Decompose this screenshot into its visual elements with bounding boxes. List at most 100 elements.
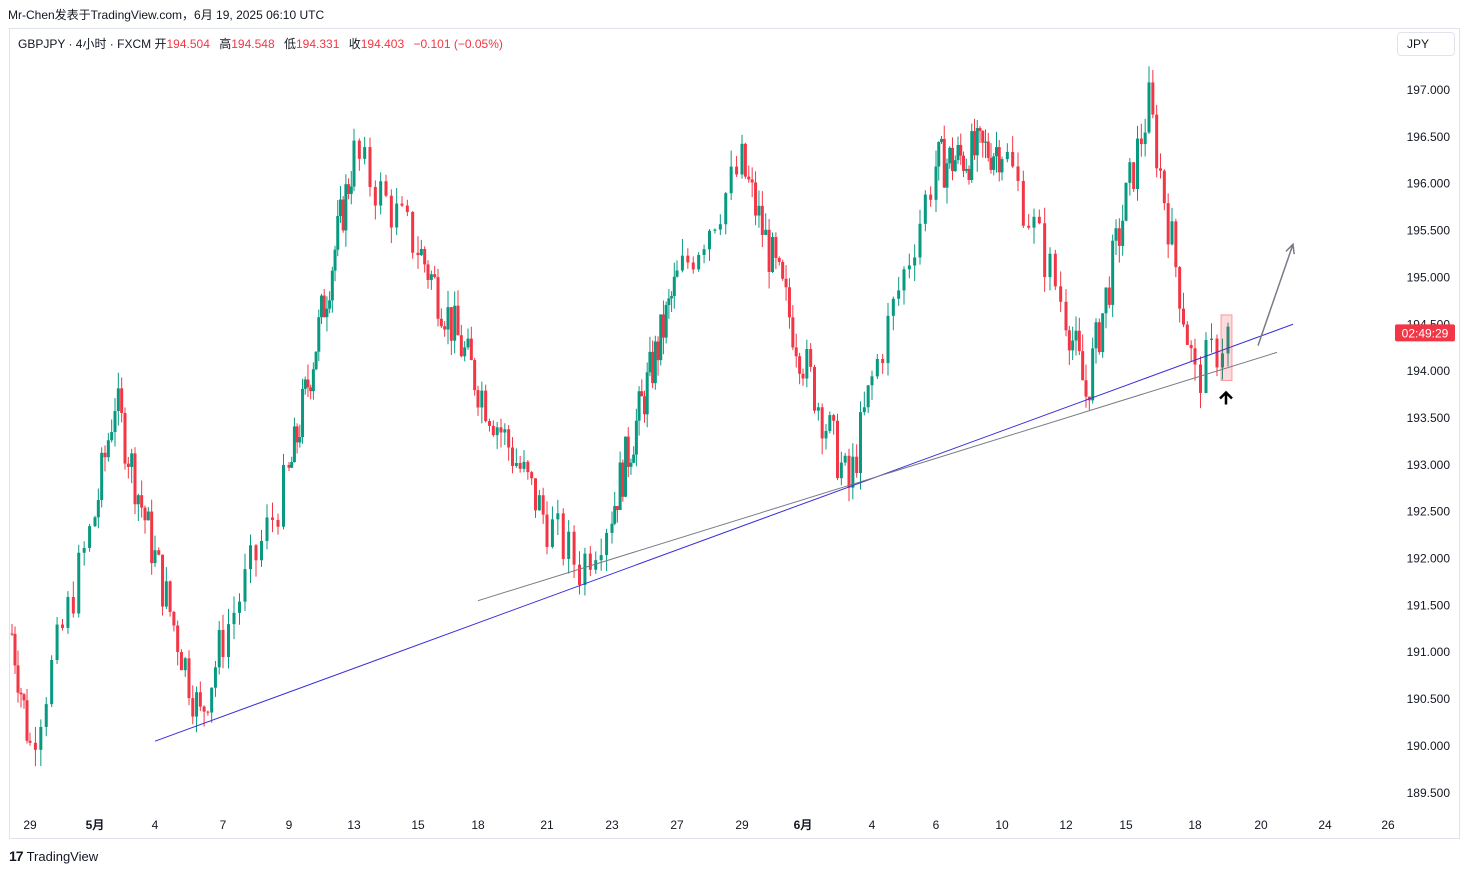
currency-button[interactable]: JPY [1397,32,1455,56]
candle-body [859,412,862,474]
candle-body [556,513,560,520]
candle-body [588,553,592,570]
candle-body [373,186,377,206]
candle-body [13,633,17,666]
candle-body [1074,330,1078,341]
candle-body [1067,330,1071,351]
candle-body [801,373,805,379]
candle-body [338,199,342,216]
candle-body [113,411,117,433]
candle-body [1185,324,1189,345]
tradingview-logo[interactable]: 17 TradingView [9,848,98,864]
symbol-line[interactable]: GBPJPY · 4小时 · FXCM [18,37,152,51]
candle-body [881,358,885,364]
candle-body [583,553,587,585]
candle-body [61,624,64,628]
candle-body [843,455,847,463]
candle-body [491,425,495,436]
candle-body [891,298,895,316]
price-tick-label: 197.000 [1407,83,1451,97]
price-tick-label: 196.000 [1407,177,1451,191]
candle-body [227,624,230,658]
candle-body [473,360,477,391]
candle-body [238,601,241,613]
candle-body [436,277,440,319]
trendline-main [154,323,1294,742]
candle-body [691,262,695,270]
candle-body [33,742,37,750]
candle-body [918,223,922,258]
price-axis: 197.000196.500196.000195.500195.000194.5… [1395,83,1455,800]
time-tick-label: 4 [869,818,876,832]
candle-body [1005,151,1009,160]
candle-body [495,427,499,436]
candle-body [855,456,859,474]
time-tick-label: 20 [1254,818,1268,832]
candle-body [466,338,470,348]
candle-body [948,147,952,164]
candle-body [213,667,217,688]
candle-body [962,155,965,171]
price-tick-label: 189.500 [1407,786,1451,800]
candle-body [1043,223,1047,278]
candle-body [621,462,625,497]
candle-body [615,506,619,511]
candle-body [791,317,795,348]
candle-body [368,147,372,187]
candle-body [594,560,598,570]
candle-body [19,692,23,695]
candle-body [754,182,758,216]
candle-body [1032,216,1036,228]
candle-body [232,612,236,625]
candle-body [103,452,107,458]
candle-body [416,252,420,256]
candle-body [143,507,147,521]
candle-body [93,517,97,527]
time-tick-label: 18 [471,818,485,832]
candle-body [499,427,503,433]
candle-body [1107,287,1111,305]
chart-frame [9,28,1460,839]
candle-body [967,168,971,180]
candle-body [146,511,150,521]
candle-body [757,205,761,216]
candle-body [507,429,511,448]
time-tick-label: 18 [1188,818,1202,832]
time-tick-label: 6 [933,818,940,832]
candle-body [1189,344,1193,349]
candle-body [198,692,202,707]
candle-body [301,388,305,438]
candle-body [1091,348,1095,401]
candle-body [599,555,603,561]
candle-body [836,420,839,479]
candle-body [530,472,534,479]
candle-body [518,463,522,469]
candle-body [328,300,332,309]
time-tick-label: 23 [605,818,619,832]
candle-body [1117,228,1121,246]
candle-body [798,356,802,374]
low-label: 低 [283,37,296,51]
candle-body [784,278,788,288]
candle-body [913,257,917,266]
candle-body [907,265,911,270]
candle-body [183,658,187,671]
candle-body [624,436,628,497]
time-tick-label: 15 [411,818,425,832]
low-value: 194.331 [296,37,340,51]
candle-body [322,295,326,318]
candle-body [161,554,165,607]
brand-label: TradingView [26,848,99,864]
candle-body [254,545,258,561]
candle-body [221,629,225,658]
candle-body [1143,132,1147,145]
candle-body [405,205,409,212]
candle-body [1037,216,1041,224]
candle-body [984,141,987,143]
candle-body [341,199,345,231]
candle-body [567,531,571,559]
tradingview-logo-icon: 17 [9,848,24,864]
candle-body [605,532,609,556]
candle-body [1081,351,1085,381]
